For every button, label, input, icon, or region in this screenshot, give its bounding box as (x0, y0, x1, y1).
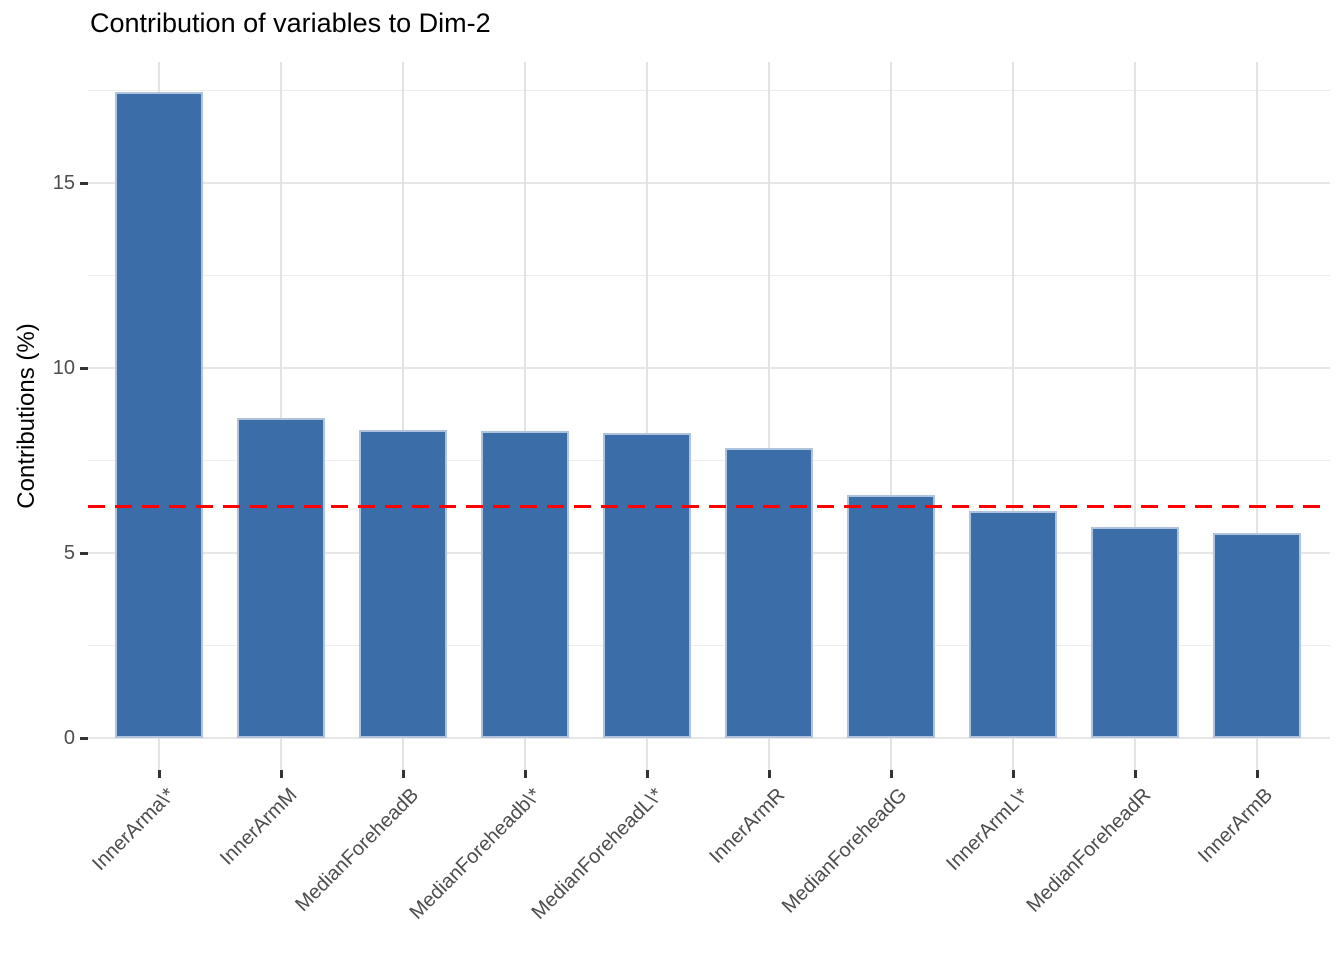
bar (359, 430, 447, 738)
x-tick-mark (1255, 770, 1259, 778)
y-tick-label: 15 (52, 172, 75, 194)
y-axis-title: Contributions (%) (13, 323, 40, 509)
x-tick-label: InnerArma\* (88, 784, 180, 876)
category-gridline (768, 62, 770, 770)
category-gridline (1012, 62, 1014, 770)
x-tick-label: MedianForeheadR (1022, 784, 1156, 917)
x-tick-label: MedianForeheadB (291, 784, 424, 916)
major-gridline (88, 367, 1330, 369)
category-gridline (890, 62, 892, 770)
x-tick-mark (523, 770, 527, 778)
x-tick-mark (645, 770, 649, 778)
category-gridline (524, 62, 526, 770)
category-gridline (646, 62, 648, 770)
x-tick-label: InnerArmL\* (942, 784, 1034, 876)
minor-gridline (88, 460, 1330, 461)
x-tick-label: MedianForeheadb\* (405, 784, 546, 924)
bar (603, 433, 691, 738)
major-gridline (88, 737, 1330, 739)
y-tick-mark (80, 736, 88, 740)
x-tick-label: InnerArmM (216, 784, 302, 870)
bar (847, 495, 935, 738)
x-tick-label: MedianForeheadG (778, 784, 912, 918)
x-tick-label: InnerArmB (1194, 784, 1278, 868)
major-gridline (88, 552, 1330, 554)
reference-line (88, 505, 1330, 509)
x-tick-mark (767, 770, 771, 778)
bar (969, 511, 1057, 738)
bar (725, 448, 813, 738)
bar (237, 418, 325, 738)
minor-gridline (88, 275, 1330, 276)
x-tick-mark (279, 770, 283, 778)
chart-title: Contribution of variables to Dim-2 (90, 8, 491, 38)
category-gridline (402, 62, 404, 770)
bar (1091, 527, 1179, 738)
x-tick-label: InnerArmR (705, 784, 790, 868)
y-tick-mark (80, 181, 88, 185)
x-tick-mark (1011, 770, 1015, 778)
category-gridline (1134, 62, 1136, 770)
x-tick-mark (401, 770, 405, 778)
minor-gridline (88, 645, 1330, 646)
major-gridline (88, 182, 1330, 184)
y-tick-label: 5 (63, 542, 75, 564)
x-tick-label: MedianForeheadL\* (527, 784, 668, 924)
y-tick-label: 10 (52, 357, 75, 379)
bar (115, 92, 203, 738)
category-gridline (280, 62, 282, 770)
bar (1213, 533, 1301, 738)
plot-panel (88, 62, 1330, 770)
bar (481, 431, 569, 738)
y-tick-label: 0 (63, 727, 75, 749)
y-tick-mark (80, 551, 88, 555)
x-tick-mark (1133, 770, 1137, 778)
minor-gridline (88, 90, 1330, 91)
y-tick-mark (80, 366, 88, 370)
category-gridline (1256, 62, 1258, 770)
x-tick-mark (889, 770, 893, 778)
x-tick-mark (157, 770, 161, 778)
